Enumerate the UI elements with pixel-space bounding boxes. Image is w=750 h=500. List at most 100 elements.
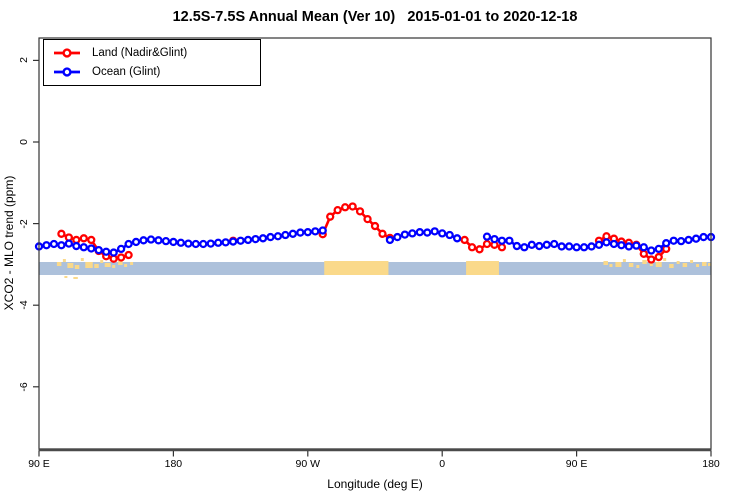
land-series-point: [348, 202, 357, 211]
map-strip-island-speck: [615, 262, 622, 267]
land-series-point: [378, 229, 387, 238]
map-strip-island-speck: [62, 259, 66, 262]
ocean-series-point: [617, 241, 626, 250]
ocean-series-point: [64, 239, 74, 248]
map-strip-island-speck: [80, 258, 84, 261]
ocean-series-point: [669, 236, 678, 245]
ocean-series-point: [169, 237, 178, 247]
land-series-line: [321, 205, 391, 240]
x-tick-label: 180: [164, 458, 183, 470]
ocean-series-marker-icon: [54, 67, 80, 77]
map-strip-island-speck: [130, 262, 134, 265]
ocean-series-point: [258, 234, 268, 243]
land-series-point: [460, 235, 469, 245]
ocean-series-point: [535, 241, 544, 251]
ocean-series-point: [632, 241, 641, 250]
map-strip-island-speck: [649, 263, 653, 266]
land-series-point: [654, 252, 663, 262]
ocean-series-point: [438, 229, 447, 238]
land-series-point: [475, 245, 484, 254]
map-strip-island-speck: [85, 262, 93, 268]
ocean-series-point: [393, 232, 402, 242]
ocean-series-point: [430, 227, 439, 236]
ocean-series-point: [452, 234, 462, 243]
land-series-point: [87, 235, 96, 245]
map-strip-island-speck: [708, 263, 711, 266]
ocean-series-point: [79, 243, 88, 252]
ocean-series-point: [408, 229, 417, 238]
ocean-series-point: [49, 239, 59, 249]
ocean-series-point: [676, 236, 686, 246]
ocean-series-point: [72, 241, 81, 251]
land-series-marker-icon: [54, 48, 80, 58]
map-strip-island-speck: [636, 265, 640, 268]
land-series-point: [340, 203, 350, 212]
ocean-series-point: [602, 238, 611, 247]
ocean-series-point: [311, 227, 320, 236]
ocean-series-point: [109, 248, 118, 257]
y-tick-label: -2: [18, 218, 30, 229]
land-series-point: [639, 249, 648, 258]
map-strip-island-speck: [682, 263, 688, 267]
land-series-point: [57, 229, 66, 238]
ocean-series-point: [124, 239, 133, 249]
ocean-series-point: [527, 240, 536, 249]
map-strip-island-speck: [118, 261, 123, 265]
ocean-series-point: [550, 239, 559, 249]
map-strip-island-speck: [104, 263, 111, 267]
ocean-series-point: [161, 236, 171, 246]
x-axis-label: Longitude (deg E): [327, 477, 423, 491]
map-strip-island-speck: [622, 259, 626, 262]
ocean-series-point: [266, 232, 275, 242]
land-series-point: [124, 250, 133, 260]
y-tick-label: 0: [18, 139, 30, 145]
map-strip-land-block: [324, 261, 389, 275]
ocean-series-point: [154, 236, 163, 245]
ocean-series-point: [400, 230, 410, 239]
land-series-point: [333, 205, 342, 215]
y-tick-label: 2: [18, 57, 30, 64]
land-series-point: [647, 255, 656, 264]
map-strip-island-speck: [702, 262, 707, 266]
legend-label-land: Land (Nadir&Glint): [92, 47, 188, 59]
legend-item-land: Land (Nadir&Glint): [51, 45, 260, 62]
ocean-series-point: [579, 243, 589, 252]
ocean-series-point: [587, 242, 596, 251]
map-strip-island-speck: [663, 258, 667, 261]
ocean-series-point: [572, 243, 581, 252]
land-series-point: [497, 243, 507, 252]
map-strip-island-speck: [94, 264, 99, 268]
land-series-point: [467, 243, 477, 252]
ocean-series-point: [647, 246, 656, 255]
map-strip-island-speck: [696, 264, 700, 267]
ocean-series-point: [57, 241, 66, 250]
ocean-series-point: [423, 228, 432, 237]
ocean-series-point: [564, 242, 574, 251]
ocean-series-point: [296, 228, 305, 237]
x-tick-label: 90 E: [28, 458, 50, 470]
land-series-point: [116, 253, 126, 262]
ocean-series-point: [139, 236, 148, 245]
ocean-series-point: [42, 241, 51, 250]
x-tick-label: 90 W: [295, 458, 321, 470]
ocean-series-point: [557, 242, 566, 251]
map-strip-island-speck: [100, 260, 104, 263]
legend-item-ocean: Ocean (Glint): [51, 64, 260, 81]
x-tick-label: 0: [439, 458, 446, 470]
ocean-series-point: [94, 245, 103, 255]
map-strip-island-speck: [73, 277, 78, 279]
y-tick-label: -4: [18, 300, 30, 310]
ocean-series-point: [116, 244, 126, 254]
ocean-series-point: [505, 236, 514, 245]
land-series-point: [370, 221, 380, 231]
ocean-series-point: [273, 232, 283, 241]
map-strip-island-speck: [628, 263, 634, 267]
map-strip-land-block: [466, 261, 499, 275]
land-series-point: [363, 214, 372, 224]
x-tick-label: 90 E: [565, 458, 588, 470]
ocean-series-point: [385, 235, 395, 245]
ocean-series-point: [490, 234, 499, 244]
ocean-series-point: [184, 239, 193, 248]
